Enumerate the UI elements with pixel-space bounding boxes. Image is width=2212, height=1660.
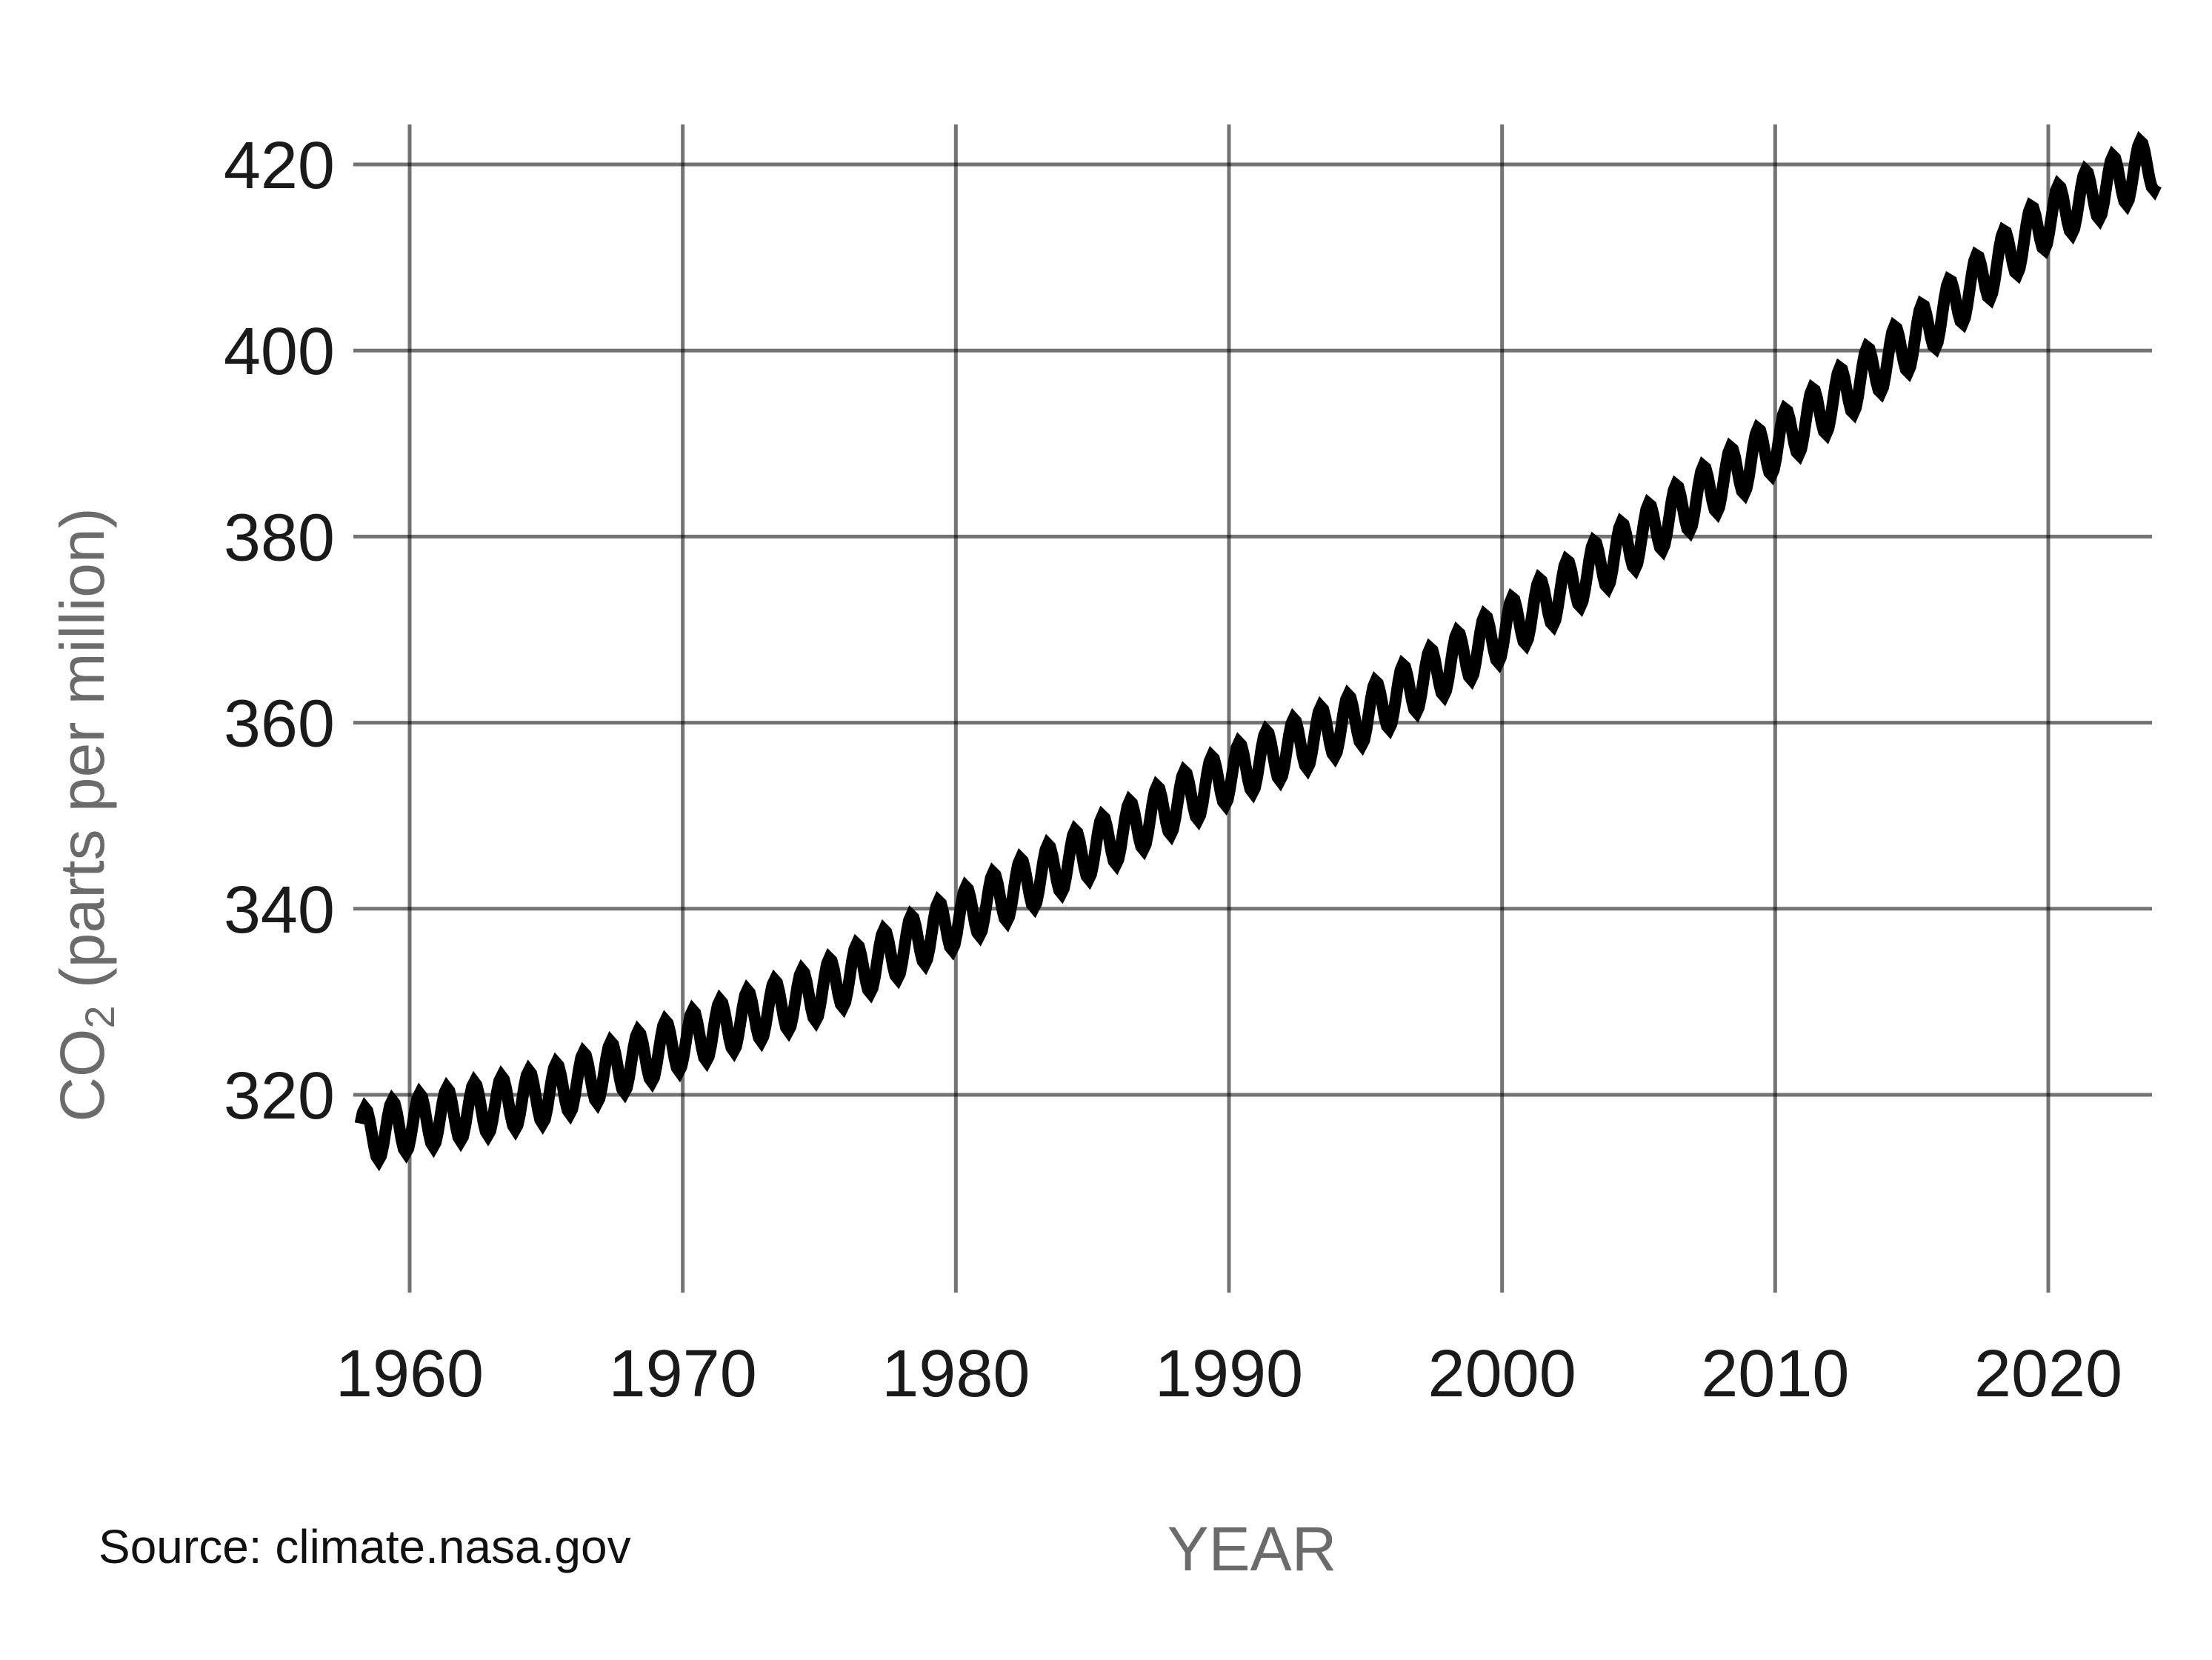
x-tick-label-1980: 1980 (882, 1337, 1030, 1411)
co2-line (354, 130, 2162, 1172)
y-tick-label-400: 400 (224, 315, 335, 389)
grid-lines (353, 124, 2152, 1293)
x-tick-label-1960: 1960 (336, 1337, 484, 1411)
x-tick-label-1970: 1970 (609, 1337, 757, 1411)
co2-series (354, 130, 2162, 1172)
x-tick-label-2000: 2000 (1428, 1337, 1576, 1411)
y-tick-label-420: 420 (224, 129, 335, 203)
source-note: Source: climate.nasa.gov (99, 1520, 631, 1573)
y-tick-label-320: 320 (224, 1059, 335, 1133)
y-tick-label-360: 360 (224, 687, 335, 761)
y-tick-label-380: 380 (224, 501, 335, 575)
y-tick-labels: 320 340 360 380 400 420 (224, 129, 335, 1133)
y-axis-label-subscript: 2 (76, 1006, 123, 1029)
x-tick-label-1990: 1990 (1155, 1337, 1303, 1411)
x-tick-label-2010: 2010 (1701, 1337, 1849, 1411)
y-tick-label-340: 340 (224, 873, 335, 947)
x-tick-labels: 1960 1970 1980 1990 2000 2010 2020 (336, 1337, 2122, 1411)
x-tick-label-2020: 2020 (1974, 1337, 2122, 1411)
y-axis-label: CO2 (parts per million) (47, 507, 123, 1121)
x-axis-label: YEAR (1167, 1514, 1337, 1584)
